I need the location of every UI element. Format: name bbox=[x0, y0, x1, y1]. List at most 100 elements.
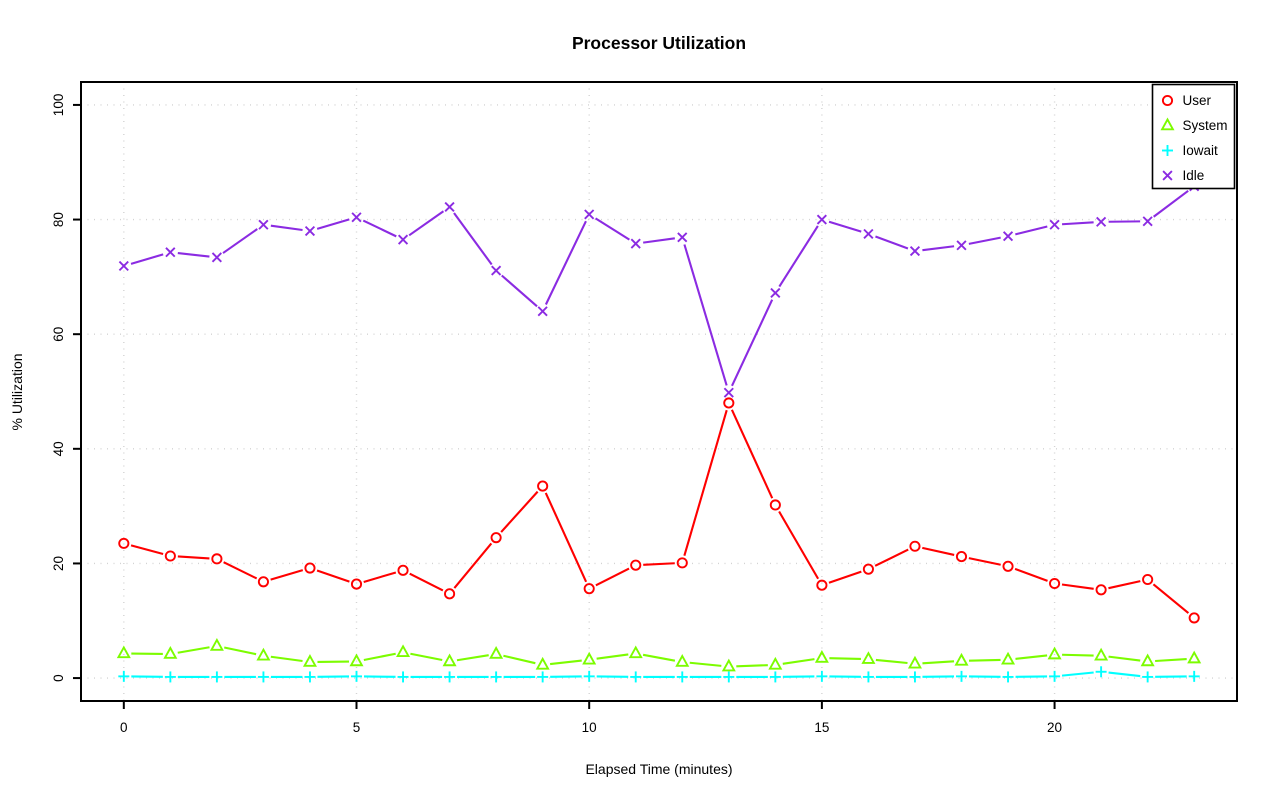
series-iowait bbox=[118, 666, 1200, 683]
data-point-triangle bbox=[907, 655, 922, 669]
data-point-circle bbox=[397, 564, 409, 576]
legend-box bbox=[1151, 83, 1236, 190]
series-line-segment bbox=[1061, 671, 1094, 677]
x-tick-label: 5 bbox=[353, 720, 361, 735]
series-line-segment bbox=[922, 660, 955, 665]
series-line-segment bbox=[456, 654, 489, 662]
series-line-segment bbox=[270, 655, 303, 663]
series-line-segment bbox=[968, 658, 1001, 662]
data-point-x bbox=[677, 232, 688, 243]
series-line-segment bbox=[968, 236, 1001, 245]
x-tick-label: 0 bbox=[120, 720, 128, 735]
series-line-segment bbox=[130, 253, 164, 265]
series-line-segment bbox=[1015, 225, 1048, 236]
plot-border bbox=[80, 81, 1238, 702]
x-tick-label: 10 bbox=[582, 720, 597, 735]
legend-label-system: System bbox=[1183, 118, 1228, 133]
y-tick-label: 100 bbox=[51, 94, 66, 117]
series-line-segment bbox=[968, 557, 1001, 566]
series-line-segment bbox=[1152, 583, 1190, 614]
data-point-triangle bbox=[675, 654, 690, 667]
data-point-circle bbox=[1095, 584, 1107, 596]
data-point-circle bbox=[1188, 612, 1200, 624]
data-point-triangle bbox=[349, 653, 364, 667]
data-point-x bbox=[909, 246, 921, 257]
series-line-segment bbox=[1153, 189, 1189, 218]
data-point-triangle bbox=[628, 645, 643, 659]
data-point-circle bbox=[862, 563, 874, 575]
data-point-x bbox=[537, 306, 548, 317]
x-axis-label: Elapsed Time (minutes) bbox=[585, 761, 733, 777]
data-point-circle bbox=[583, 583, 595, 595]
data-point-triangle bbox=[1094, 647, 1109, 661]
data-point-circle bbox=[1142, 573, 1154, 586]
series-line-segment bbox=[453, 212, 493, 266]
data-point-circle bbox=[164, 550, 176, 562]
series-user bbox=[118, 397, 1200, 624]
data-point-x bbox=[723, 387, 734, 398]
series-line-segment bbox=[922, 245, 955, 252]
series-line-segment bbox=[642, 653, 676, 662]
data-point-triangle bbox=[396, 644, 411, 658]
data-point-circle bbox=[350, 578, 363, 590]
series-line-segment bbox=[595, 567, 630, 587]
data-point-triangle bbox=[1047, 646, 1062, 660]
data-point-x bbox=[444, 201, 455, 213]
y-tick-label: 40 bbox=[51, 441, 66, 456]
series-line-segment bbox=[223, 561, 258, 580]
data-point-triangle bbox=[954, 652, 969, 666]
data-point-circle bbox=[1161, 94, 1174, 107]
series-line-segment bbox=[643, 562, 675, 566]
series-line-segment bbox=[782, 658, 815, 665]
data-point-triangle bbox=[442, 653, 457, 667]
data-point-triangle bbox=[116, 645, 131, 659]
series-line-segment bbox=[409, 572, 444, 592]
series-line-segment bbox=[177, 555, 210, 560]
data-point-x bbox=[1002, 231, 1014, 242]
data-point-x bbox=[211, 252, 222, 263]
data-point-circle bbox=[630, 559, 642, 571]
data-point-x bbox=[118, 260, 129, 272]
series-line-segment bbox=[224, 646, 257, 656]
data-point-x bbox=[1049, 219, 1060, 230]
chart-title: Processor Utilization bbox=[571, 33, 747, 53]
series-line-segment bbox=[177, 252, 210, 258]
series-line-segment bbox=[270, 569, 304, 581]
series-line-segment bbox=[503, 654, 536, 665]
data-point-circle bbox=[676, 557, 688, 569]
series-line-segment bbox=[453, 542, 493, 589]
data-point-triangle bbox=[302, 654, 317, 667]
data-point-triangle bbox=[1001, 651, 1016, 665]
series-line-segment bbox=[549, 659, 582, 666]
series-line-segment bbox=[177, 646, 210, 654]
legend-label-idle: Idle bbox=[1183, 168, 1205, 183]
series-line-segment bbox=[1061, 221, 1094, 226]
data-point-circle bbox=[304, 562, 316, 574]
series-line-segment bbox=[222, 228, 258, 254]
series-line-segment bbox=[410, 652, 443, 662]
series-line-segment bbox=[643, 237, 675, 244]
series-line-segment bbox=[1015, 654, 1048, 660]
data-point-x bbox=[630, 238, 641, 249]
legend-label-iowait: Iowait bbox=[1183, 143, 1219, 158]
data-point-triangle bbox=[1140, 653, 1155, 667]
data-point-triangle bbox=[535, 656, 550, 670]
data-point-circle bbox=[1049, 577, 1061, 590]
y-tick-label: 0 bbox=[51, 674, 66, 682]
series-idle bbox=[118, 181, 1200, 398]
series-line-segment bbox=[778, 510, 820, 580]
data-point-triangle bbox=[861, 651, 876, 664]
y-axis-label: % Utilization bbox=[9, 353, 25, 431]
series-line-segment bbox=[736, 664, 768, 668]
series-line-segment bbox=[922, 546, 955, 556]
x-tick-label: 20 bbox=[1047, 720, 1062, 735]
series-line-segment bbox=[363, 652, 396, 662]
series-line-segment bbox=[1062, 653, 1094, 657]
series-line-segment bbox=[544, 220, 587, 305]
series-line-segment bbox=[362, 219, 397, 238]
data-point-x bbox=[1142, 216, 1153, 227]
data-point-x bbox=[258, 219, 269, 230]
series-line-segment bbox=[683, 409, 728, 556]
data-point-circle bbox=[955, 551, 968, 563]
